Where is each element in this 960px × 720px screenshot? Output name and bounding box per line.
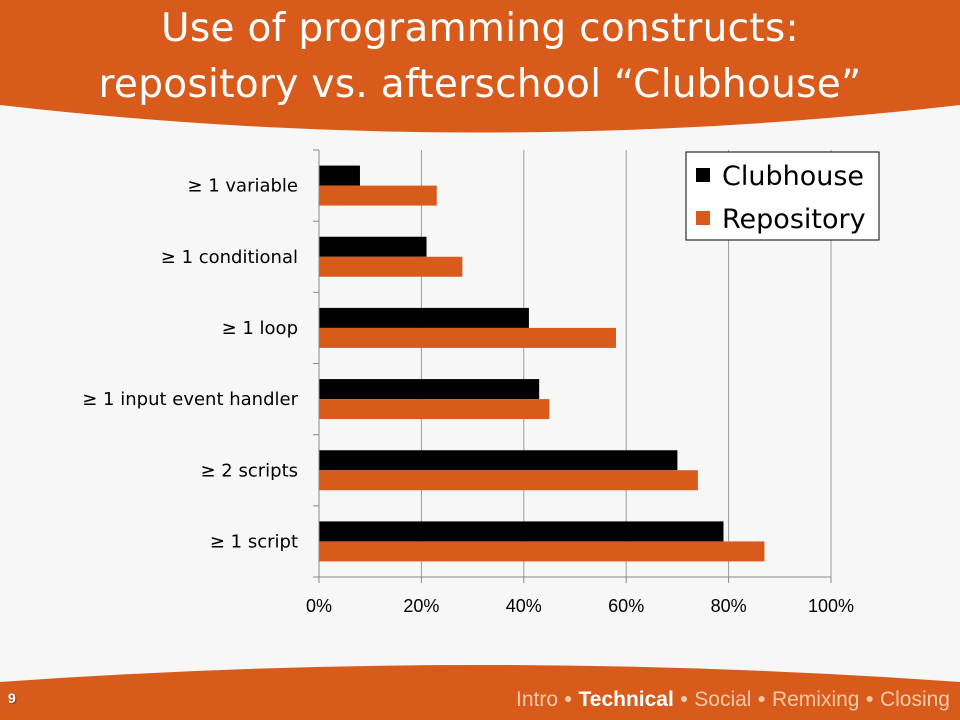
bar-repository <box>319 327 616 348</box>
bar-clubhouse <box>319 236 427 257</box>
nav-item-remixing[interactable]: Remixing <box>771 688 860 711</box>
nav-item-social[interactable]: Social <box>694 688 752 711</box>
nav-item-intro[interactable]: Intro <box>516 688 559 711</box>
bar-clubhouse <box>319 379 540 400</box>
slide-title-line-1: Use of programming constructs: <box>161 6 799 51</box>
bar-clubhouse <box>319 165 360 186</box>
title-banner <box>0 0 960 133</box>
category-label: ≥ 1 script <box>210 531 298 552</box>
axis-labels: 0% 20% 40% 60% 80% 100% ≥ 1 variable ≥ 1 condit… <box>82 176 854 616</box>
nav-item-technical[interactable]: Technical <box>578 688 674 711</box>
bar-repository <box>319 185 437 206</box>
slide-number: 9 <box>8 690 16 706</box>
x-tick-label: 80% <box>711 596 747 616</box>
bar-repository <box>319 399 550 420</box>
nav-separator-icon: ● <box>564 690 573 706</box>
bar-chart: 0% 20% 40% 60% 80% 100% ≥ 1 variable ≥ 1 condit… <box>82 149 880 616</box>
legend-swatch-repository <box>696 211 710 225</box>
nav-separator-icon: ● <box>865 690 874 706</box>
bar-clubhouse <box>319 450 678 471</box>
nav-item-closing[interactable]: Closing <box>879 688 950 711</box>
bar-clubhouse <box>319 521 724 542</box>
x-tick-label: 20% <box>403 596 439 616</box>
bar-clubhouse <box>319 307 529 328</box>
section-nav: Intro ● Technical ● Social ● Remixing ● Closing <box>516 688 950 712</box>
category-label: ≥ 1 input event handler <box>82 389 298 410</box>
x-tick-label: 60% <box>608 596 644 616</box>
legend-label: Repository <box>722 204 866 235</box>
nav-separator-icon: ● <box>757 690 766 706</box>
legend-label: Clubhouse <box>722 161 864 192</box>
bar-repository <box>319 470 698 491</box>
bar-repository <box>319 256 463 277</box>
footer-banner <box>0 665 960 720</box>
legend-box <box>685 151 880 241</box>
nav-separator-icon: ● <box>679 690 689 706</box>
category-label: ≥ 1 variable <box>187 176 298 197</box>
legend: Clubhouse Repository <box>685 151 880 241</box>
axes <box>313 149 832 583</box>
bar-repository <box>319 541 765 562</box>
category-label: ≥ 2 scripts <box>200 460 298 481</box>
bars <box>319 165 765 562</box>
category-label: ≥ 1 conditional <box>161 247 298 268</box>
x-tick-label: 0% <box>306 596 332 616</box>
x-tick-label: 100% <box>808 596 854 616</box>
x-tick-label: 40% <box>506 596 542 616</box>
slide-title-line-2: repository vs. afterschool “Clubhouse” <box>98 62 862 107</box>
legend-swatch-clubhouse <box>696 168 710 182</box>
category-label: ≥ 1 loop <box>222 318 298 339</box>
